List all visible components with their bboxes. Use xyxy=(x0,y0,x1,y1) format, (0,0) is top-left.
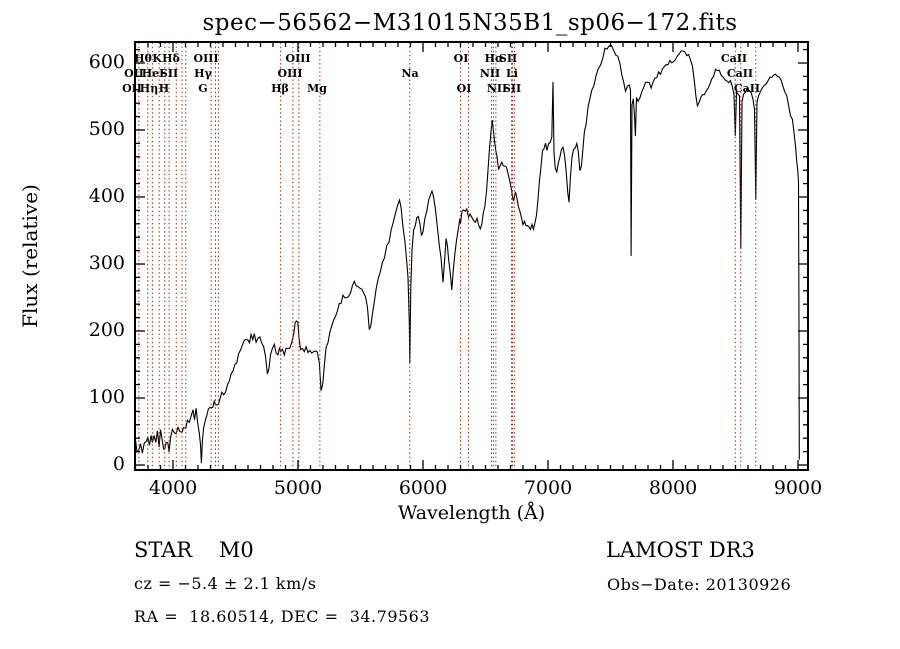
spectral-line-label: CaII xyxy=(726,67,754,80)
y-tick-label: 400 xyxy=(88,185,125,207)
x-tick-label: 8000 xyxy=(648,477,698,499)
coords-text: RA = 18.60514, DEC = 34.79563 xyxy=(134,607,431,626)
spectral-line-label: OI xyxy=(453,52,469,65)
spectral-line-label: Hδ xyxy=(162,52,180,65)
x-tick-label: 7000 xyxy=(523,477,573,499)
spectral-line-label: Hη xyxy=(139,82,159,95)
survey-text: LAMOST DR3 xyxy=(606,538,755,562)
y-tick-label: 600 xyxy=(88,51,125,73)
spectral-line-label: OII xyxy=(124,67,144,80)
x-axis-label: Wavelength (Å) xyxy=(397,502,546,524)
object-class-text: STAR M0 xyxy=(134,538,254,562)
spectral-line-label: K xyxy=(152,52,162,65)
spectral-line-label: Hγ xyxy=(194,67,212,80)
x-tick-label: 5000 xyxy=(273,477,323,499)
plot-title: spec−56562−M31015N35B1_sp06−172.fits xyxy=(202,10,738,36)
spectral-line-label: Mg xyxy=(307,82,327,95)
spectral-line-label: Hβ xyxy=(271,82,289,95)
spectral-line-label: NII xyxy=(486,82,508,95)
spectral-line-label: Hα xyxy=(484,52,504,65)
spectral-line-label: CaII xyxy=(720,52,748,65)
plot-frame xyxy=(134,41,809,471)
y-tick-label: 500 xyxy=(88,118,125,140)
y-tick-label: 100 xyxy=(88,386,125,408)
spectral-line-label: Li xyxy=(506,67,518,80)
spectral-line-label: SII xyxy=(502,82,522,95)
spectral-line-label: Hθ xyxy=(134,52,152,65)
y-tick-label: 300 xyxy=(88,252,125,274)
spectral-line-label: CaII xyxy=(733,82,761,95)
spectral-line-label: SII xyxy=(498,52,518,65)
spectrum-curve xyxy=(134,45,800,464)
y-tick-label: 200 xyxy=(88,319,125,341)
spectral-line-label: NII xyxy=(479,67,501,80)
spectral-line-label: OIII xyxy=(285,52,311,65)
spectral-line-label: OII xyxy=(122,82,142,95)
spectral-line-label: G xyxy=(198,82,208,95)
obs-date-text: Obs−Date: 20130926 xyxy=(607,575,792,594)
x-tick-label: 6000 xyxy=(398,477,448,499)
spectral-line-label: OIII xyxy=(193,52,219,65)
spectral-line-label: Na xyxy=(401,67,419,80)
spectral-line-label: HeI xyxy=(141,67,165,80)
y-axis-label: Flux (relative) xyxy=(18,184,42,328)
x-tick-label: 4000 xyxy=(148,477,198,499)
cz-text: cz = −5.4 ± 2.1 km/s xyxy=(134,574,317,593)
y-tick-label: 0 xyxy=(112,453,125,475)
spectral-line-label: H xyxy=(158,82,170,95)
spectral-line-label: OIII xyxy=(277,67,303,80)
spectral-line-label: SII xyxy=(159,67,179,80)
x-tick-label: 9000 xyxy=(773,477,823,499)
spectral-line-label: OI xyxy=(456,82,472,95)
